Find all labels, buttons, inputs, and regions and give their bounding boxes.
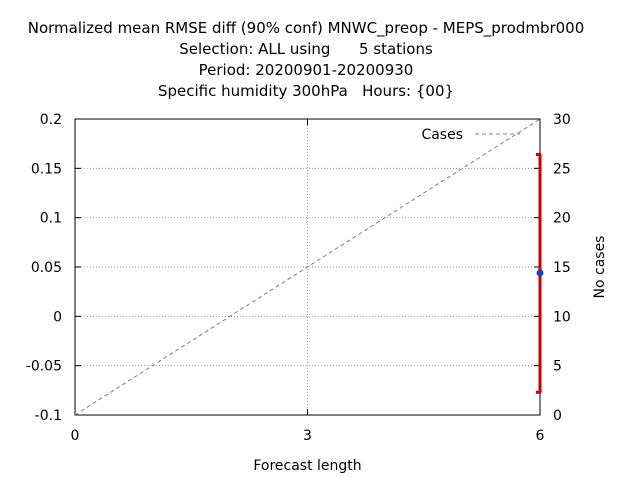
y2-axis-title: No cases bbox=[592, 236, 608, 299]
y-tick-label: 0.05 bbox=[31, 260, 62, 276]
y-tick-label: -0.1 bbox=[35, 408, 62, 424]
y-tick-label: -0.05 bbox=[26, 359, 62, 375]
data-point bbox=[536, 269, 544, 277]
cases-line bbox=[74, 118, 541, 416]
y2-tick-label: 10 bbox=[553, 309, 571, 325]
chart-title-block: Normalized mean RMSE diff (90% conf) MNW… bbox=[0, 18, 612, 102]
y2-tick-label: 20 bbox=[553, 211, 571, 227]
y2-tick-label: 0 bbox=[553, 408, 562, 424]
y2-tick-label: 5 bbox=[553, 359, 562, 375]
y-tick-label: 0.2 bbox=[40, 112, 62, 128]
x-axis-title: Forecast length bbox=[253, 458, 361, 474]
y-tick-label: 0.1 bbox=[40, 211, 62, 227]
chart-subtitle-period: Period: 20200901-20200930 bbox=[198, 61, 414, 79]
chart-subtitle-selection: Selection: ALL using 5 stations bbox=[179, 40, 433, 58]
chart-title: Normalized mean RMSE diff (90% conf) MNW… bbox=[27, 19, 585, 37]
y-tick-label: 0.15 bbox=[31, 161, 62, 177]
x-tick-label: 6 bbox=[536, 428, 545, 444]
chart-subtitle-variable: Specific humidity 300hPa Hours: {00} bbox=[157, 82, 455, 100]
y2-tick-label: 25 bbox=[553, 161, 571, 177]
legend-label-cases: Cases bbox=[421, 127, 463, 143]
x-tick-label: 3 bbox=[303, 428, 312, 444]
y-tick-label: 0 bbox=[53, 309, 62, 325]
x-tick-label: 0 bbox=[71, 428, 80, 444]
y2-tick-label: 30 bbox=[553, 112, 571, 128]
y2-tick-label: 15 bbox=[553, 260, 571, 276]
